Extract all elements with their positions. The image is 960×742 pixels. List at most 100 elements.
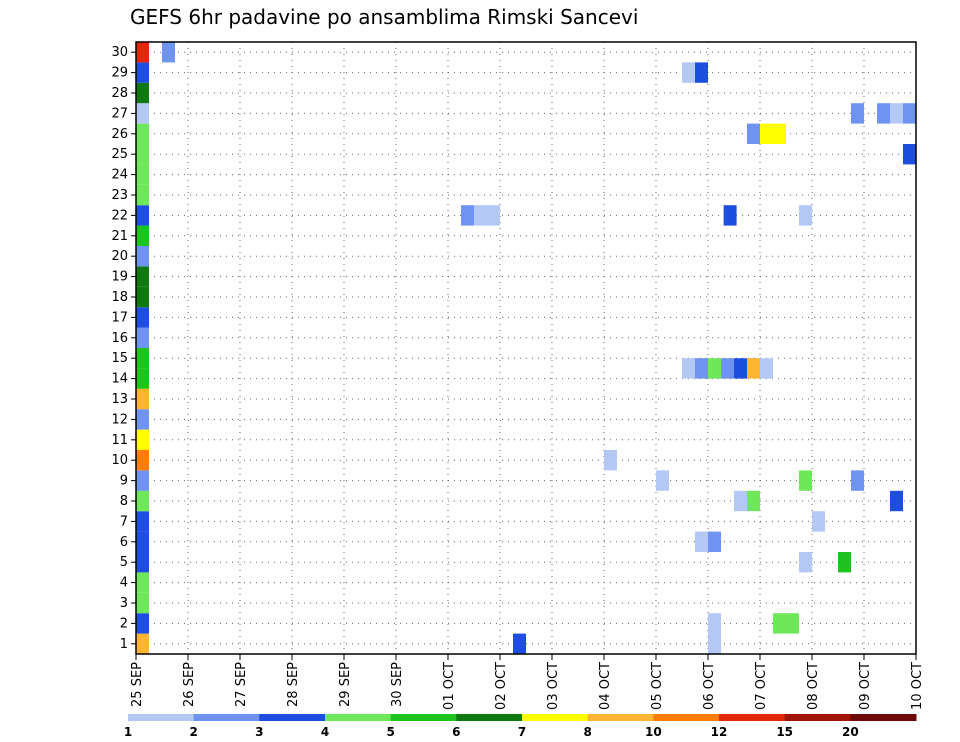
- colorbar-segment: [850, 714, 917, 721]
- y-tick-label: 3: [120, 596, 128, 611]
- plot-frame: [135, 41, 917, 655]
- precip-cell: [136, 552, 149, 573]
- y-tick-label: 27: [111, 106, 128, 121]
- y-tick-label: 4: [120, 576, 128, 591]
- precip-cell: [721, 358, 734, 379]
- precip-cell: [708, 633, 721, 654]
- precip-cell: [890, 490, 903, 512]
- precip-cell: [747, 490, 760, 512]
- y-tick-label: 29: [111, 66, 128, 81]
- precip-cell: [136, 327, 149, 348]
- precip-cell: [136, 164, 149, 185]
- precip-cell: [136, 613, 149, 634]
- y-tick-label: 11: [111, 433, 128, 448]
- precip-cell: [682, 62, 695, 83]
- precip-cell: [136, 531, 149, 552]
- x-tick-label: 03 OCT: [546, 662, 561, 710]
- colorbar-label: 8: [583, 725, 591, 739]
- precip-cell: [799, 552, 812, 573]
- y-tick-label: 18: [111, 290, 128, 305]
- precip-cell: [723, 205, 737, 226]
- precip-cell: [708, 531, 721, 552]
- colorbar-label: 5: [386, 725, 394, 739]
- x-tick-label: 07 OCT: [754, 662, 769, 710]
- y-tick-label: 8: [120, 494, 128, 509]
- precip-cell: [136, 62, 149, 83]
- precip-cell: [695, 62, 708, 83]
- precip-cell: [136, 368, 149, 389]
- colorbar-label: 6: [452, 725, 460, 739]
- precip-cell: [136, 633, 149, 654]
- precip-cell: [604, 450, 617, 471]
- precip-cell: [136, 184, 149, 206]
- precip-cell: [136, 103, 149, 124]
- colorbar-segment: [259, 714, 326, 721]
- y-tick-label: 14: [111, 372, 128, 387]
- y-tick-label: 6: [120, 535, 128, 550]
- precip-cell: [474, 205, 500, 226]
- precip-cell: [136, 123, 149, 144]
- y-tick-label: 24: [111, 168, 128, 183]
- precip-cell: [851, 470, 864, 491]
- y-tick-label: 26: [111, 127, 128, 142]
- precip-cell: [136, 82, 149, 104]
- x-tick-label: 02 OCT: [494, 662, 509, 710]
- colorbar-segment: [456, 714, 523, 721]
- precip-cell: [136, 42, 149, 63]
- y-tick-label: 10: [111, 453, 128, 468]
- colorbar-segment: [587, 714, 654, 721]
- precip-cell: [136, 511, 149, 532]
- precip-cell: [136, 225, 149, 246]
- precip-cell: [136, 388, 149, 410]
- y-tick-label: 21: [111, 229, 128, 244]
- precip-cell: [136, 144, 149, 165]
- y-tick-label: 7: [120, 514, 128, 529]
- precip-cell: [513, 633, 526, 654]
- x-axis-ticks: 25 SEP 26 SEP 27 SEP 28 SEP 29 SEP 30 SEP 01 O…: [130, 654, 925, 710]
- precip-cell: [682, 358, 695, 379]
- y-tick-label: 17: [111, 310, 128, 325]
- precip-cell: [136, 450, 149, 471]
- y-tick-label: 9: [120, 474, 128, 489]
- x-tick-label: 29 SEP: [338, 662, 353, 707]
- colorbar-segment: [128, 714, 195, 721]
- precip-cell: [136, 490, 149, 512]
- x-tick-label: 25 SEP: [130, 662, 145, 707]
- x-tick-label: 30 SEP: [390, 662, 405, 707]
- precip-cell: [136, 470, 149, 491]
- colorbar-segment: [325, 714, 392, 721]
- precip-cell: [838, 552, 851, 573]
- colorbar-label: 3: [255, 725, 263, 739]
- precip-cell: [136, 409, 149, 430]
- precip-cell: [903, 103, 916, 124]
- colorbar-segment: [193, 714, 260, 721]
- x-tick-label: 08 OCT: [806, 662, 821, 710]
- y-tick-label: 1: [120, 637, 128, 652]
- colorbar-segment: [653, 714, 720, 721]
- x-tick-label: 09 OCT: [858, 662, 873, 710]
- precip-cell: [708, 613, 721, 634]
- precip-cell: [734, 490, 747, 512]
- precip-cell: [162, 42, 175, 63]
- colorbar-label: 20: [842, 725, 859, 739]
- precip-cell: [695, 531, 708, 552]
- x-tick-label: 10 OCT: [910, 662, 925, 710]
- y-tick-label: 30: [111, 45, 128, 60]
- y-tick-label: 15: [111, 351, 128, 366]
- x-tick-label: 05 OCT: [650, 662, 665, 710]
- precip-cell: [890, 103, 903, 124]
- colorbar-segment: [390, 714, 457, 721]
- precip-cell: [851, 103, 864, 124]
- precip-cell: [695, 358, 708, 379]
- colorbar-segment: [784, 714, 851, 721]
- precip-cell: [136, 266, 149, 287]
- precip-cell: [136, 246, 149, 267]
- y-tick-label: 16: [111, 331, 128, 346]
- precip-cell: [760, 358, 773, 379]
- y-tick-label: 12: [111, 412, 128, 427]
- colorbar-label: 1: [124, 725, 132, 739]
- grid-lines: [135, 42, 917, 654]
- y-tick-label: 5: [120, 555, 128, 570]
- colorbar-label: 7: [518, 725, 526, 739]
- precip-cell: [799, 205, 812, 226]
